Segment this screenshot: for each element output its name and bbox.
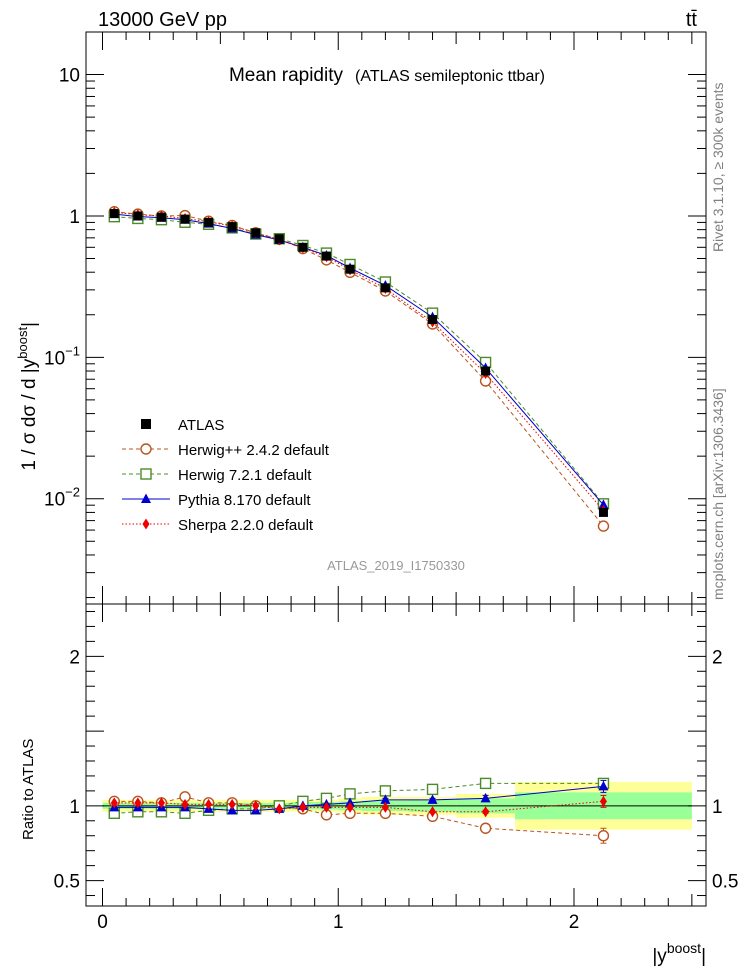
atlas-point-1 [133,211,143,221]
atlas-point-2 [156,212,166,222]
sherpa-ratio-point-2 [157,797,165,809]
ratio-series-layer [108,777,610,844]
pythia-main-line [114,213,604,506]
pythia-ratio-point-11 [380,794,391,804]
atlas-point-14 [598,507,608,517]
atlas-point-10 [345,264,355,274]
main-ytick-label: 10−2 [44,485,80,511]
atlas-point-3 [180,214,190,224]
atlas-point-9 [321,251,331,261]
main-ylabel-text: 1 / σ dσ / d |y [19,358,40,470]
sherpa-ratio-point-5 [228,798,236,810]
rivet-version-label: Rivet 3.1.10, ≥ 300k events [710,82,726,252]
main-ylabel: 1 / σ dσ / d |yboost| [15,322,40,471]
sherpa-ratio-point-3 [181,798,189,810]
pythia-main-point-14 [598,499,609,509]
herwig7-ratio-line [114,782,604,814]
herwig7-main-line [114,216,604,505]
main-ytick-label: 10 [59,66,80,87]
sherpa-ratio-point-8 [299,801,307,813]
legend-label-pythia: Pythia 8.170 default [178,492,311,509]
legend-marker-sherpa [142,518,150,530]
ratio-ytick-label-left: 0.5 [54,872,80,893]
sherpa-ratio-point-12 [429,806,437,818]
xlabel-sup: boost [667,940,701,956]
sherpa-ratio-point-13 [482,806,490,818]
atlas-point-7 [274,234,284,244]
herwig7-ratio-point-12 [426,783,439,796]
sherpa-ratio-point-10 [346,801,354,813]
main-ytick-label: 1 [69,207,80,228]
xtick-label: 0 [97,912,108,933]
main-series-layer [108,206,610,532]
atlas-point-11 [380,283,390,293]
energy-label: 13000 GeV pp [98,9,227,31]
sherpa-ratio-point-1 [134,797,142,809]
title-main: Mean rapidity [229,65,344,86]
atlas-point-5 [227,222,237,232]
pythia-ratio-point-13 [480,792,491,803]
herwigpp-ratio-point-14 [597,830,610,842]
atlas-point-13 [481,366,491,376]
atlas-point-6 [251,228,261,238]
herwigpp-ratio-point-13 [479,822,492,834]
xlabel: |yboost| [652,940,706,967]
mcplots-label: mcplots.cern.ch [arXiv:1306.3436] [710,388,726,600]
sherpa-ratio-point-7 [275,803,283,815]
main-ytick-label-exp: −1 [65,343,80,358]
ratio-ytick-label-right: 0.5 [712,872,738,893]
legend-label-herwig7: Herwig 7.2.1 default [178,467,312,484]
legend-label-atlas: ATLAS [178,417,224,434]
main-ytick-label-exp: −2 [65,485,80,500]
xtick-label: 1 [333,912,344,933]
sherpa-main-line [114,211,604,511]
ratio-frame [85,603,707,907]
legend-marker-herwigpp [140,443,152,455]
ratio-ylabel: Ratio to ATLAS [20,739,37,840]
sherpa-ratio-point-6 [252,800,260,812]
sherpa-ratio-point-11 [381,801,389,813]
legend-marker-pythia [141,493,151,503]
main-ylabel-sup: boost [15,327,30,359]
analysis-id: ATLAS_2019_I1750330 [327,558,465,573]
axis-ticks [86,31,706,906]
atlas-point-0 [109,209,119,219]
main-ytick-label-base: 10 [44,490,65,511]
ratio-ytick-label-right: 2 [712,647,723,668]
herwig7-ratio-point-13 [479,777,492,790]
legend: ATLAS Herwig++ 2.4.2 default Herwig 7.2.1 … [122,417,330,534]
ratio-ytick-label-right: 1 [712,797,723,818]
herwigpp-main-point-14 [597,520,610,532]
ratio-ytick-label-left: 2 [69,647,80,668]
title-sub: (ATLAS semileptonic ttbar) [355,68,545,85]
legend-label-sherpa: Sherpa 2.2.0 default [178,517,314,534]
sherpa-ratio-point-0 [110,797,118,809]
sherpa-ratio-point-14 [599,795,607,807]
main-ytick-label-base: 10 [59,66,80,87]
legend-label-herwigpp: Herwig++ 2.4.2 default [178,442,330,459]
legend-marker-atlas [141,419,151,429]
process-label: tt̄ [686,9,698,31]
main-ytick-label-base: 1 [69,207,80,228]
pythia-ratio-point-14 [598,780,609,791]
pythia-ratio-point-12 [427,794,438,804]
sherpa-ratio-point-9 [322,801,330,813]
legend-marker-herwig7 [140,468,152,480]
xtick-label: 2 [569,912,580,933]
atlas-point-12 [428,315,438,325]
main-ylabel-tail: | [19,322,40,327]
xlabel-tail: | [701,946,706,967]
main-ytick-label: 10−1 [44,343,80,369]
ratio-ytick-label-left: 1 [69,797,80,818]
atlas-point-8 [298,242,308,252]
main-ytick-label-base: 10 [44,348,65,369]
sherpa-ratio-point-4 [205,798,213,810]
atlas-point-4 [204,217,214,227]
xlabel-text: |y [652,946,667,967]
